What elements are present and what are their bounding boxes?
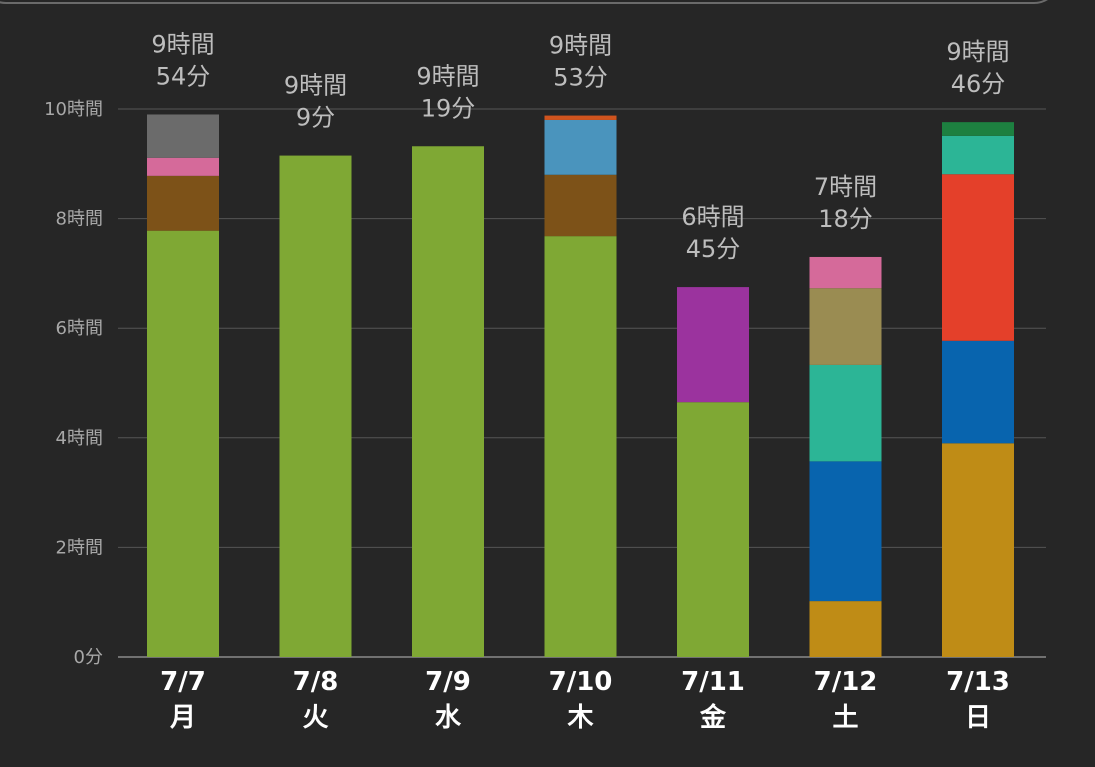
x-tick-weekday-label: 木 [566,703,593,733]
x-tick-weekday-label: 金 [699,702,727,733]
bar-stack [809,256,882,657]
bar-total-hours-label: 9時間 [946,38,1009,66]
bar-segment [147,157,219,176]
bar-total-labels: 9時間 54分 9時間 9分 9時間 19分 9時間 53分 6時間 45分 7時間 18分 9時間 46… [151,30,1009,263]
y-tick-label: 8時間 [56,209,103,230]
bar-total-hours-label: 9時間 [284,72,347,100]
bar-segment [412,146,484,657]
bar-total-minutes-label: 53分 [553,64,608,92]
bar-segment [942,340,1014,444]
bar-stack [279,155,352,657]
bar-segment [677,287,749,403]
bar-segment [544,115,617,120]
y-tick-label: 2時間 [56,537,103,558]
bar-segment [147,230,219,657]
bar-segment [809,364,882,462]
x-tick-weekday-label: 月 [169,703,196,733]
bar-stack [147,114,219,657]
y-axis-tick-labels: 0分 2時間 4時間 6時間 8時間 10時間 [44,99,103,668]
x-tick-date-label: 7/12 [814,667,878,697]
x-tick-date-label: 7/9 [425,667,471,697]
bar-total-hours-label: 9時間 [416,62,479,90]
bar-total-minutes-label: 46分 [951,70,1006,98]
bar-stack [677,287,749,657]
x-tick-weekday-label: 水 [435,703,462,733]
bar-total-hours-label: 9時間 [549,32,612,60]
bar-segment [942,135,1014,175]
bar-segment [147,114,219,158]
y-tick-label: 0分 [74,647,103,668]
x-tick-date-label: 7/11 [681,667,745,697]
bar-total-hours-label: 6時間 [681,203,744,231]
bar-total-hours-label: 9時間 [151,30,214,58]
bar-segment [809,288,882,365]
bar-total-minutes-label: 19分 [421,94,476,122]
bar-segment [544,174,617,237]
x-tick-date-label: 7/13 [946,667,1010,697]
bar-segment [942,443,1014,657]
bar-stack [412,146,484,657]
bar-segment [544,236,617,658]
bar-segment [809,256,882,289]
bar-segment [544,119,617,175]
bar-stack [942,122,1014,657]
bar-total-minutes-label: 45分 [686,235,741,263]
x-tick-weekday-label: 火 [302,703,328,733]
bar-segment [809,461,882,602]
bar-segment [942,122,1014,136]
x-tick-weekday-label: 日 [965,703,991,733]
x-tick-weekday-label: 土 [832,703,858,733]
bar-segment [677,402,749,657]
bar-total-minutes-label: 18分 [818,205,873,233]
x-tick-date-label: 7/8 [293,667,339,697]
bar-segment [279,155,352,657]
x-axis-labels: 7/7 月 7/8 火 7/9 水 7/10 木 7/11 金 7/12 土 7/13 日 [160,667,1010,733]
x-tick-date-label: 7/7 [160,667,206,697]
bar-total-minutes-label: 9分 [296,104,335,132]
bars [147,114,1014,658]
x-tick-date-label: 7/10 [549,667,613,697]
bar-segment [147,175,219,231]
y-tick-label: 6時間 [56,318,103,339]
y-tick-label: 4時間 [56,428,103,449]
bar-total-hours-label: 7時間 [814,173,877,201]
bar-segment [809,601,882,657]
y-tick-label: 10時間 [44,99,103,120]
bar-stack [544,115,617,658]
bar-total-minutes-label: 54分 [156,62,211,90]
bar-segment [942,174,1014,341]
